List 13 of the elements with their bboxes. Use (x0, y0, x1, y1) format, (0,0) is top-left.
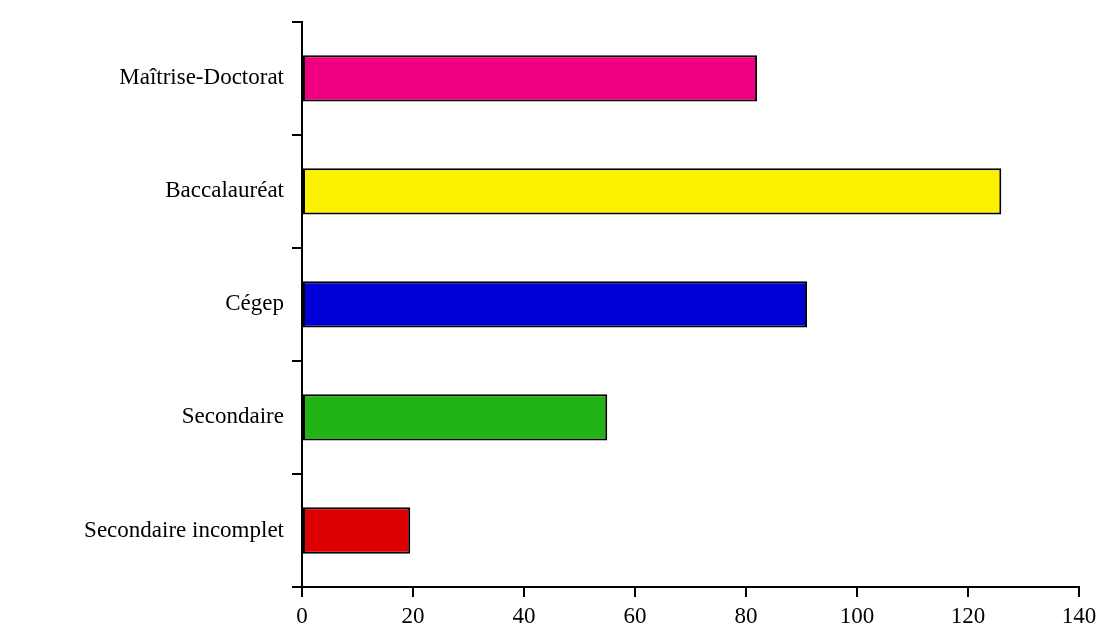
x-tick-label: 40 (512, 602, 536, 628)
x-tick-label: 0 (296, 602, 308, 628)
y-tick-label: Secondaire incomplet (84, 516, 285, 542)
x-tick-label: 20 (401, 602, 425, 628)
x-tick-label: 100 (839, 602, 875, 628)
y-tick-label: Baccalauréat (165, 177, 285, 203)
x-tick-label: 140 (1061, 602, 1097, 628)
x-tick-label: 80 (734, 602, 758, 628)
y-tick-label: Cégep (225, 290, 284, 316)
x-tick-label: 60 (623, 602, 647, 628)
y-tick-label: Secondaire (181, 403, 284, 429)
x-tick-label: 120 (950, 602, 986, 628)
y-tick-label: Maîtrise-Doctorat (119, 64, 285, 90)
